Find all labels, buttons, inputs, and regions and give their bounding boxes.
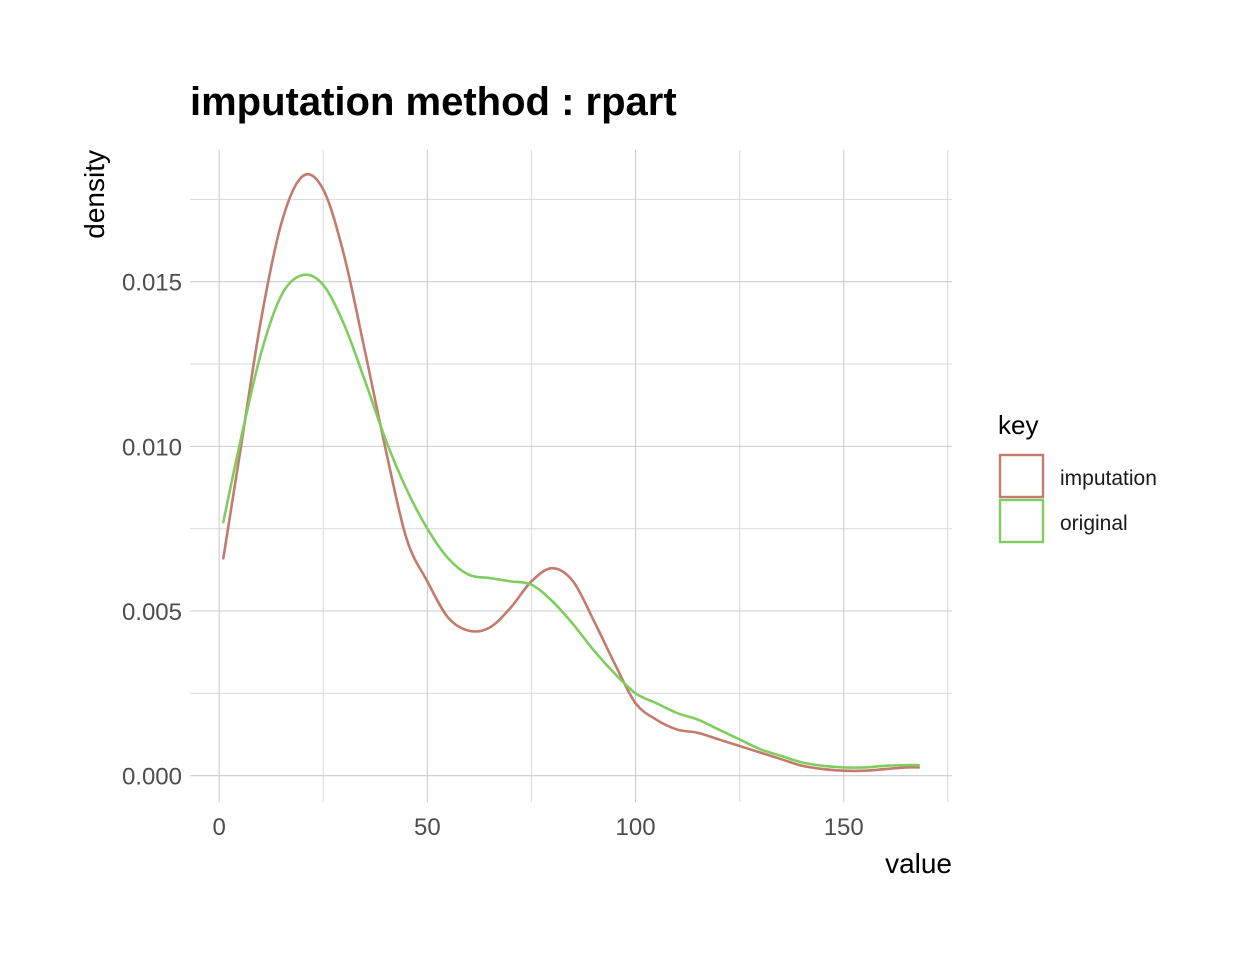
x-axis-ticks: 0 50 100 150	[212, 814, 863, 841]
y-tick-label: 0.015	[122, 270, 182, 297]
legend-key-original	[998, 498, 1045, 544]
legend: key imputation original	[998, 410, 1157, 544]
y-axis-title: density	[79, 150, 110, 239]
major-gridlines	[190, 150, 952, 802]
series-lines	[222, 172, 920, 773]
y-tick-label: 0.010	[122, 434, 182, 461]
legend-key-imputation	[998, 453, 1045, 499]
legend-label-imputation: imputation	[1060, 467, 1157, 490]
x-tick-label: 0	[212, 814, 225, 841]
y-tick-label: 0.000	[122, 764, 182, 791]
y-axis-ticks: 0.000 0.005 0.010 0.015	[122, 270, 182, 791]
y-tick-label: 0.005	[122, 599, 182, 626]
legend-title: key	[998, 410, 1038, 440]
x-axis-title: value	[885, 848, 952, 879]
x-tick-label: 50	[414, 814, 441, 841]
chart-title: imputation method : rpart	[190, 80, 677, 124]
x-tick-label: 150	[824, 814, 864, 841]
legend-label-original: original	[1060, 512, 1128, 535]
series-line-original	[222, 273, 920, 769]
series-line-imputation	[222, 172, 920, 773]
minor-gridlines	[190, 150, 952, 802]
x-tick-label: 100	[616, 814, 656, 841]
